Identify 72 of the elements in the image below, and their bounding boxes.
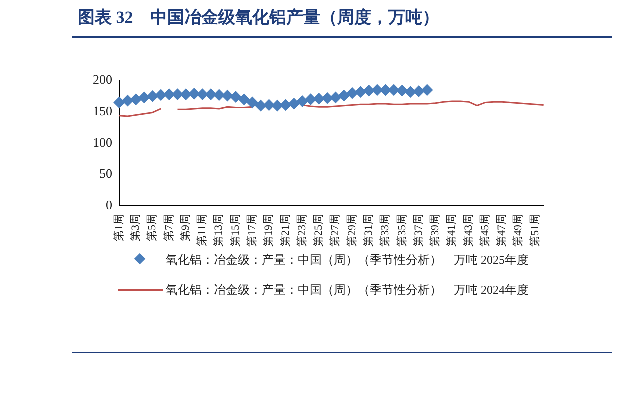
x-tick-label: 第41周 [446,214,458,247]
point [214,90,225,101]
x-tick-label: 第45周 [479,214,492,247]
point [396,85,408,96]
point [364,85,375,96]
x-tick-label: 第15周 [230,214,242,247]
x-tick-label: 第43周 [462,214,475,247]
x-tick-label: 第47周 [496,214,508,247]
x-tick-label: 第31周 [362,214,375,247]
point [322,92,333,104]
x-tick-label: 第5周 [146,214,159,242]
x-tick-label: 第13周 [213,214,226,247]
y-tick-label: 50 [100,166,112,182]
point [355,86,366,98]
point [130,94,142,106]
x-tick-label: 第51周 [529,214,542,247]
point [197,89,208,100]
point [330,92,342,104]
point [305,94,316,106]
x-tick-label: 第25周 [313,214,326,247]
x-tick-label: 第23周 [296,214,308,247]
point [346,88,358,99]
point [388,84,400,96]
x-tick-label: 第19周 [263,214,276,247]
point [314,93,325,104]
y-tick-label: 150 [93,104,112,119]
point [122,95,134,106]
chart-title: 图表 32 中国冶金级氧化铝产量（周度，万吨） [78,7,440,29]
y-tick-label: 0 [106,197,112,212]
x-tick-label: 第49周 [512,214,525,247]
x-tick-label: 第29周 [346,214,358,247]
point [222,90,234,102]
point [272,100,284,112]
point [206,89,217,100]
x-tick-label: 第21周 [280,214,292,247]
point [230,92,242,103]
y-tick-label: 200 [93,72,112,88]
point [338,90,350,102]
point [380,84,392,96]
legend-label: 氧化铝：冶金级：产量：中国（周）（季节性分析） 万吨 2025年度 [166,252,529,269]
point [255,100,266,112]
x-tick-label: 第35周 [396,214,408,247]
point [188,88,200,100]
x-tick-label: 第11周 [196,214,209,247]
point [247,97,258,108]
point [422,84,433,96]
x-tick-label: 第33周 [380,214,392,247]
x-tick-label: 第37周 [412,214,425,247]
x-tick-label: 第9周 [180,214,192,242]
point [138,92,150,104]
point [280,100,292,111]
point [414,86,425,97]
x-tick-label: 第1周 [113,214,126,242]
point [147,90,158,102]
point [180,89,192,100]
point [264,100,275,111]
point [372,84,383,96]
point [114,97,125,108]
x-tick-label: 第17周 [246,214,259,247]
x-tick-label: 第7周 [163,214,176,242]
point [172,89,184,100]
point [156,90,167,101]
x-tick-label: 第3周 [130,214,142,242]
point [238,94,250,106]
point [297,96,308,107]
legend-label: 氧化铝：冶金级：产量：中国（周）（季节性分析） 万吨 2024年度 [166,282,529,299]
point [164,89,175,100]
y-tick-label: 100 [93,134,112,150]
x-tick-label: 第27周 [330,214,342,247]
point [288,98,300,110]
point [405,86,416,98]
x-tick-label: 第39周 [430,214,442,247]
